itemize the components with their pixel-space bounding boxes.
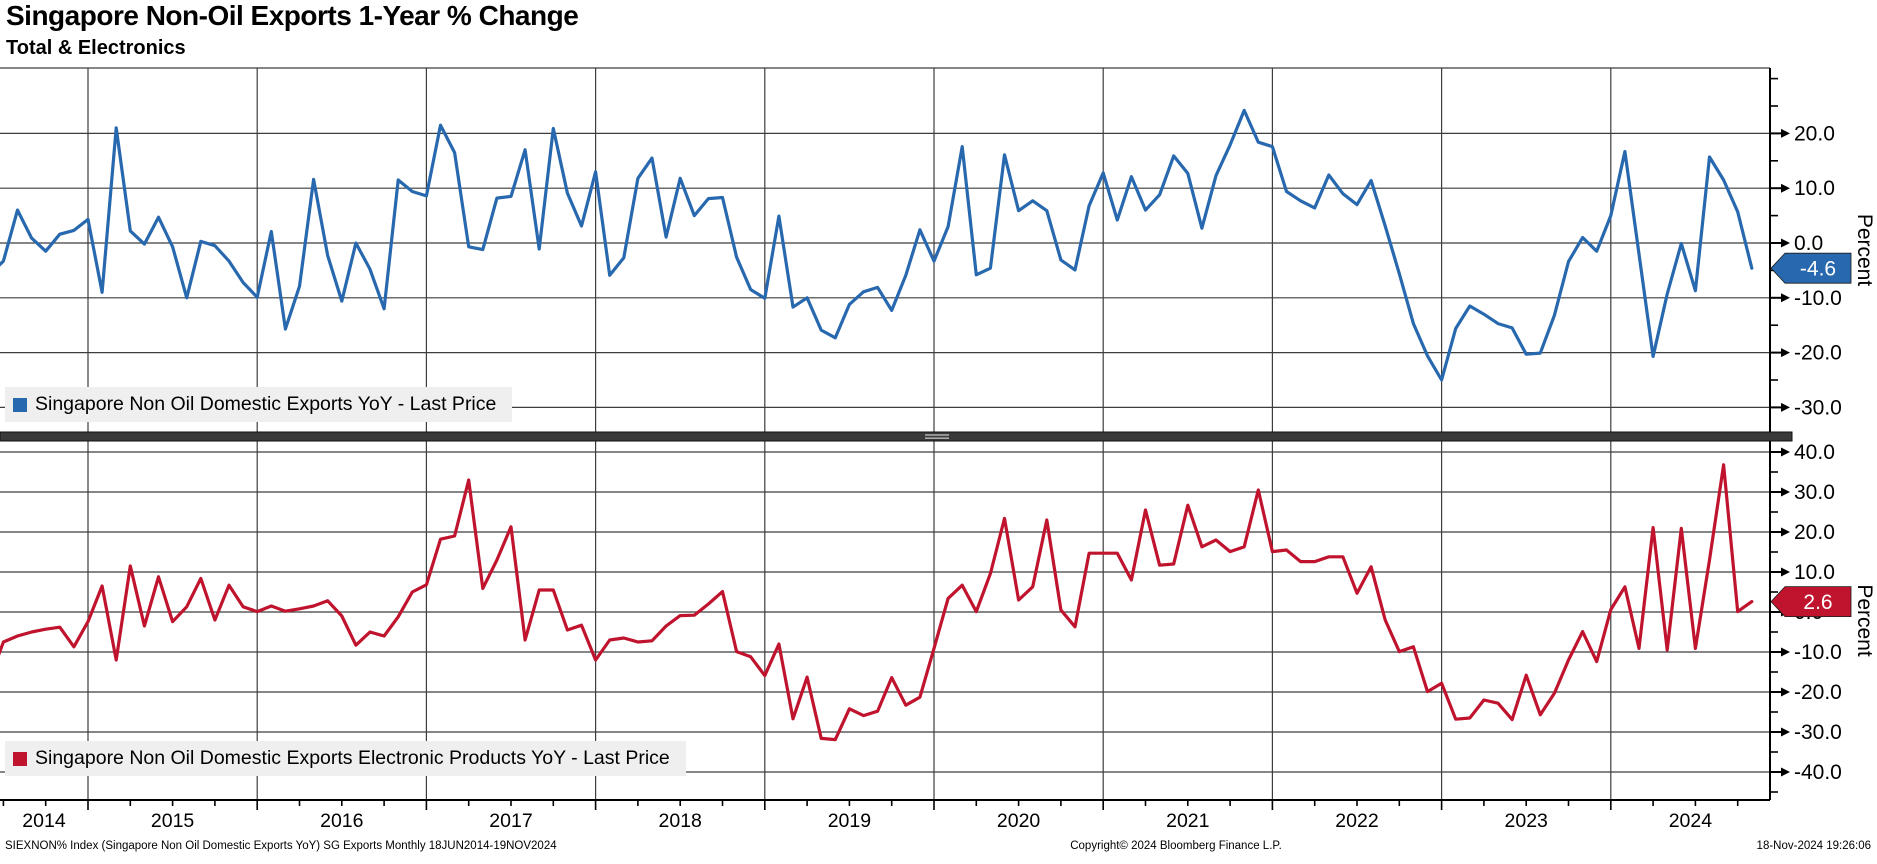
tick-arrow-icon bbox=[1781, 183, 1790, 193]
y-tick-label: -10.0 bbox=[1794, 641, 1842, 664]
x-year-label: 2021 bbox=[1166, 810, 1209, 832]
y-tick-label: -20.0 bbox=[1794, 681, 1842, 704]
legend-electronics-series[interactable]: Singapore Non Oil Domestic Exports Elect… bbox=[5, 741, 686, 776]
x-year-label: 2016 bbox=[320, 810, 363, 832]
tick-arrow-icon bbox=[1781, 348, 1790, 358]
y-tick-label: 10.0 bbox=[1794, 177, 1835, 200]
bottom-series-line bbox=[0, 463, 1754, 742]
tick-arrow-icon bbox=[1781, 447, 1790, 457]
y-tick-label: 30.0 bbox=[1794, 481, 1835, 504]
top-last-price-value: -4.6 bbox=[1800, 258, 1836, 281]
tick-arrow-icon bbox=[1781, 647, 1790, 657]
x-year-label: 2020 bbox=[997, 810, 1041, 832]
tick-arrow-icon bbox=[1781, 293, 1790, 303]
x-year-label: 2024 bbox=[1669, 810, 1713, 832]
tick-arrow-icon bbox=[1781, 128, 1790, 138]
tick-arrow-icon bbox=[1781, 687, 1790, 697]
tick-arrow-icon bbox=[1781, 487, 1790, 497]
total-series-swatch-icon bbox=[13, 397, 27, 412]
x-year-label: 2017 bbox=[489, 810, 532, 832]
x-year-label: 2015 bbox=[151, 810, 195, 832]
bottom-last-price-value: 2.6 bbox=[1803, 591, 1832, 614]
y-tick-label: 40.0 bbox=[1794, 441, 1835, 464]
panel-divider[interactable] bbox=[0, 431, 1793, 442]
x-year-label: 2022 bbox=[1335, 810, 1378, 832]
y-tick-label: 10.0 bbox=[1794, 561, 1835, 584]
bottom-last-price-tag bbox=[1770, 586, 1852, 617]
tick-arrow-icon bbox=[1781, 402, 1790, 412]
x-year-label: 2018 bbox=[659, 810, 702, 832]
legend-total-series[interactable]: Singapore Non Oil Domestic Exports YoY -… bbox=[5, 387, 513, 422]
y-tick-label: 20.0 bbox=[1794, 521, 1835, 544]
y-tick-label: -40.0 bbox=[1794, 761, 1842, 784]
tick-arrow-icon bbox=[1781, 567, 1790, 577]
legend-total-label: Singapore Non Oil Domestic Exports YoY -… bbox=[35, 393, 497, 415]
y-tick-label: -10.0 bbox=[1794, 287, 1842, 310]
legend-electronics-label: Singapore Non Oil Domestic Exports Elect… bbox=[35, 747, 670, 769]
top-axis-title: Percent bbox=[1853, 214, 1876, 287]
y-tick-label: -20.0 bbox=[1794, 342, 1842, 365]
x-year-label: 2023 bbox=[1505, 810, 1548, 832]
top-series-line bbox=[0, 108, 1754, 382]
tick-arrow-icon bbox=[1781, 727, 1790, 737]
x-year-label: 2019 bbox=[828, 810, 871, 832]
y-tick-label: -30.0 bbox=[1794, 396, 1842, 419]
page-title: Singapore Non-Oil Exports 1-Year % Chang… bbox=[6, 0, 579, 31]
security-description: SIEXNON% Index (Singapore Non Oil Domest… bbox=[5, 840, 557, 852]
tick-arrow-icon bbox=[1781, 527, 1790, 537]
page-subtitle: Total & Electronics bbox=[6, 37, 186, 59]
tick-arrow-icon bbox=[1781, 767, 1790, 777]
divider-grip-icon bbox=[925, 437, 949, 439]
top-last-price-tag bbox=[1770, 252, 1852, 284]
tick-arrow-icon bbox=[1781, 238, 1790, 248]
y-tick-label: -30.0 bbox=[1794, 721, 1842, 744]
electronics-series-swatch-icon bbox=[13, 751, 27, 766]
y-tick-label: 0.0 bbox=[1794, 232, 1823, 255]
y-tick-label: 20.0 bbox=[1794, 122, 1835, 145]
x-year-label: 2014 bbox=[22, 810, 66, 832]
divider-grip-icon bbox=[925, 434, 949, 436]
timestamp: 18-Nov-2024 19:26:06 bbox=[1756, 840, 1871, 852]
copyright-notice: Copyright© 2024 Bloomberg Finance L.P. bbox=[1070, 840, 1282, 852]
bottom-axis-title: Percent bbox=[1853, 584, 1876, 657]
